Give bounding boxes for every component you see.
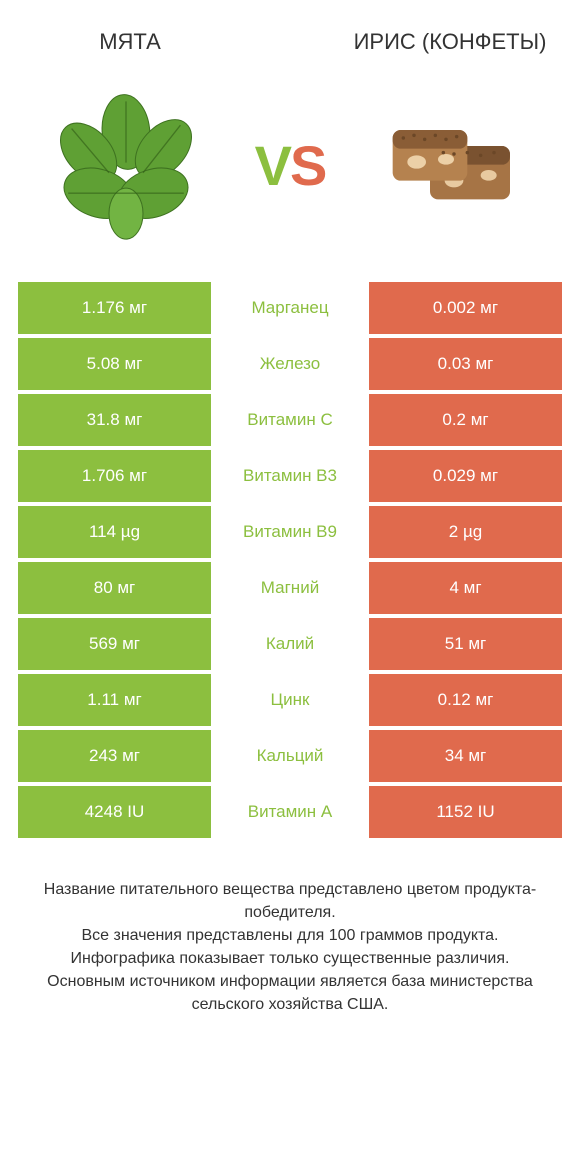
- left-value: 243 мг: [18, 730, 211, 782]
- nutrient-label: Железо: [215, 338, 365, 390]
- nutrient-label: Марганец: [215, 282, 365, 334]
- table-row: 5.08 мгЖелезо0.03 мг: [18, 338, 562, 390]
- nutrient-label: Магний: [215, 562, 365, 614]
- left-product-title: МЯТА: [30, 28, 230, 56]
- nutrient-label: Цинк: [215, 674, 365, 726]
- nutrient-label: Витамин C: [215, 394, 365, 446]
- footer-line: Название питательного вещества представл…: [28, 878, 552, 924]
- vs-label: VS: [255, 133, 326, 198]
- candy-icon: [374, 106, 534, 226]
- footer-line: Инфографика показывает только существенн…: [28, 947, 552, 970]
- mint-image: [36, 76, 216, 256]
- right-value: 4 мг: [369, 562, 562, 614]
- nutrient-label: Калий: [215, 618, 365, 670]
- nutrient-label: Витамин B3: [215, 450, 365, 502]
- table-row: 1.176 мгМарганец0.002 мг: [18, 282, 562, 334]
- right-value: 0.002 мг: [369, 282, 562, 334]
- footer-notes: Название питательного вещества представл…: [0, 838, 580, 1017]
- table-row: 114 µgВитамин B92 µg: [18, 506, 562, 558]
- comparison-table: 1.176 мгМарганец0.002 мг5.08 мгЖелезо0.0…: [0, 282, 580, 838]
- right-value: 2 µg: [369, 506, 562, 558]
- nutrient-label: Кальций: [215, 730, 365, 782]
- footer-line: Все значения представлены для 100 граммо…: [28, 924, 552, 947]
- table-row: 31.8 мгВитамин C0.2 мг: [18, 394, 562, 446]
- candy-image: [364, 76, 544, 256]
- vs-v: V: [255, 134, 290, 197]
- table-row: 569 мгКалий51 мг: [18, 618, 562, 670]
- table-row: 1.706 мгВитамин B30.029 мг: [18, 450, 562, 502]
- right-value: 0.03 мг: [369, 338, 562, 390]
- nutrient-label: Витамин A: [215, 786, 365, 838]
- left-value: 1.706 мг: [18, 450, 211, 502]
- header: МЯТА ИРИС (КОНФЕТЫ): [0, 0, 580, 66]
- left-value: 1.11 мг: [18, 674, 211, 726]
- left-value: 31.8 мг: [18, 394, 211, 446]
- right-value: 51 мг: [369, 618, 562, 670]
- images-row: VS: [0, 66, 580, 282]
- left-value: 1.176 мг: [18, 282, 211, 334]
- left-value: 114 µg: [18, 506, 211, 558]
- left-value: 4248 IU: [18, 786, 211, 838]
- left-value: 80 мг: [18, 562, 211, 614]
- footer-line: Основным источником информации является …: [28, 970, 552, 1016]
- right-product-title: ИРИС (КОНФЕТЫ): [350, 28, 550, 56]
- right-value: 0.2 мг: [369, 394, 562, 446]
- left-value: 569 мг: [18, 618, 211, 670]
- table-row: 1.11 мгЦинк0.12 мг: [18, 674, 562, 726]
- right-value: 0.12 мг: [369, 674, 562, 726]
- right-value: 34 мг: [369, 730, 562, 782]
- left-value: 5.08 мг: [18, 338, 211, 390]
- right-value: 1152 IU: [369, 786, 562, 838]
- right-value: 0.029 мг: [369, 450, 562, 502]
- mint-icon: [41, 81, 211, 251]
- table-row: 243 мгКальций34 мг: [18, 730, 562, 782]
- table-row: 4248 IUВитамин A1152 IU: [18, 786, 562, 838]
- vs-s: S: [290, 134, 325, 197]
- nutrient-label: Витамин B9: [215, 506, 365, 558]
- table-row: 80 мгМагний4 мг: [18, 562, 562, 614]
